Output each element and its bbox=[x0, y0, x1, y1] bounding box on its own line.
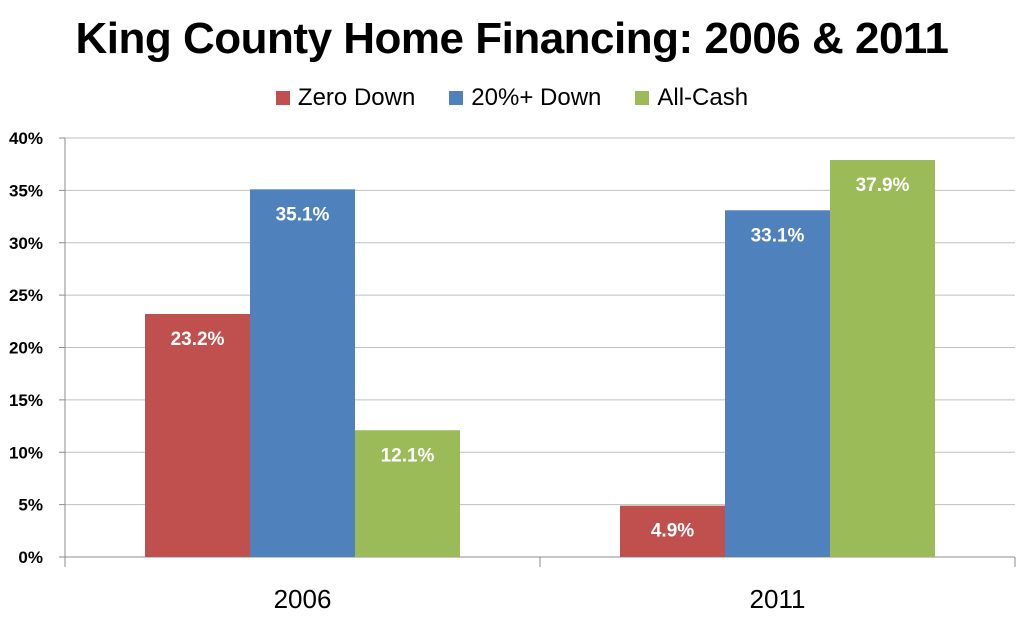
data-label: 23.2% bbox=[171, 329, 225, 350]
data-label: 12.1% bbox=[381, 445, 435, 466]
data-label: 4.9% bbox=[651, 521, 694, 542]
legend-entry-all-cash: All-Cash bbox=[635, 84, 748, 112]
legend-entry-20-down: 20%+ Down bbox=[449, 84, 601, 112]
legend-label-all-cash: All-Cash bbox=[657, 84, 749, 111]
y-tick-label: 5% bbox=[18, 496, 43, 515]
legend-entry-zero-down: Zero Down bbox=[275, 84, 416, 112]
y-tick-label: 25% bbox=[9, 286, 43, 305]
bar-all-cash-2011 bbox=[830, 159, 935, 557]
legend-swatch-zero-down bbox=[275, 91, 290, 105]
bar-20-down-2011 bbox=[725, 210, 830, 557]
x-category-label: 2006 bbox=[274, 584, 332, 614]
y-tick-label: 10% bbox=[9, 443, 43, 462]
bar-zero-down-2006 bbox=[145, 313, 250, 557]
y-tick-label: 20% bbox=[9, 339, 43, 358]
bar-all-cash-2006 bbox=[355, 430, 460, 557]
legend-label-20-down: 20%+ Down bbox=[471, 84, 602, 111]
y-tick-label: 35% bbox=[9, 181, 43, 200]
y-tick-label: 0% bbox=[18, 548, 43, 567]
x-category-label: 2011 bbox=[750, 584, 806, 614]
data-label: 35.1% bbox=[276, 204, 330, 225]
legend-swatch-20-down bbox=[449, 91, 464, 105]
bar-zero-down-2011 bbox=[620, 505, 725, 557]
legend: Zero Down 20%+ Down All-Cash bbox=[0, 84, 1024, 112]
legend-label-zero-down: Zero Down bbox=[297, 84, 416, 111]
data-label: 33.1% bbox=[751, 225, 805, 246]
legend-swatch-all-cash bbox=[635, 91, 650, 105]
chart-title: King County Home Financing: 2006 & 2011 bbox=[75, 14, 949, 63]
y-tick-label: 40% bbox=[9, 129, 43, 148]
data-label: 37.9% bbox=[856, 175, 910, 196]
y-tick-label: 30% bbox=[9, 234, 43, 253]
y-tick-label: 15% bbox=[9, 391, 43, 410]
bar-20-down-2006 bbox=[250, 189, 355, 557]
